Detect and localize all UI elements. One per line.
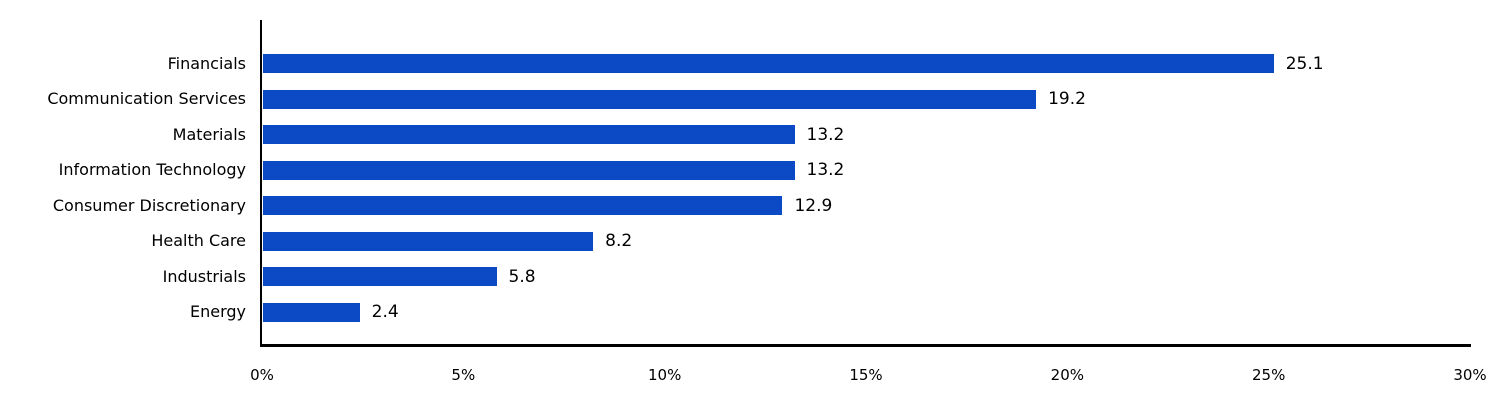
x-tick-label: 15%: [849, 366, 883, 384]
category-label: Health Care: [151, 231, 246, 250]
value-label: 13.2: [806, 124, 845, 145]
bar: [263, 196, 783, 215]
bar: [263, 54, 1274, 73]
category-label: Energy: [189, 302, 246, 321]
value-label: 2.4: [371, 302, 399, 322]
bar: [263, 89, 1037, 109]
bar: [263, 302, 360, 322]
bar: [263, 125, 795, 144]
value-label: 19.2: [1048, 89, 1086, 109]
category-label: Information Technology: [58, 160, 246, 179]
value-label: 5.8: [508, 266, 536, 287]
x-axis-line: [260, 344, 1471, 347]
x-tick-label: 5%: [451, 366, 476, 384]
x-tick-label: 20%: [1050, 366, 1084, 384]
value-label: 8.2: [605, 231, 633, 251]
category-label: Industrials: [162, 266, 246, 286]
x-tick-label: 10%: [647, 366, 682, 384]
y-axis-line: [260, 20, 262, 347]
x-tick-label: 0%: [250, 366, 274, 384]
bar: [263, 267, 497, 286]
category-label: Materials: [172, 124, 246, 144]
x-tick-label: 25%: [1251, 366, 1286, 384]
value-label: 25.1: [1285, 53, 1324, 74]
value-label: 13.2: [806, 160, 845, 180]
bar: [263, 160, 795, 180]
x-tick-label: 30%: [1453, 366, 1487, 384]
category-label: Consumer Discretionary: [52, 195, 246, 215]
value-label: 12.9: [794, 195, 833, 216]
bar: [263, 231, 594, 251]
category-label: Financials: [167, 53, 246, 73]
category-label: Communication Services: [47, 89, 246, 108]
